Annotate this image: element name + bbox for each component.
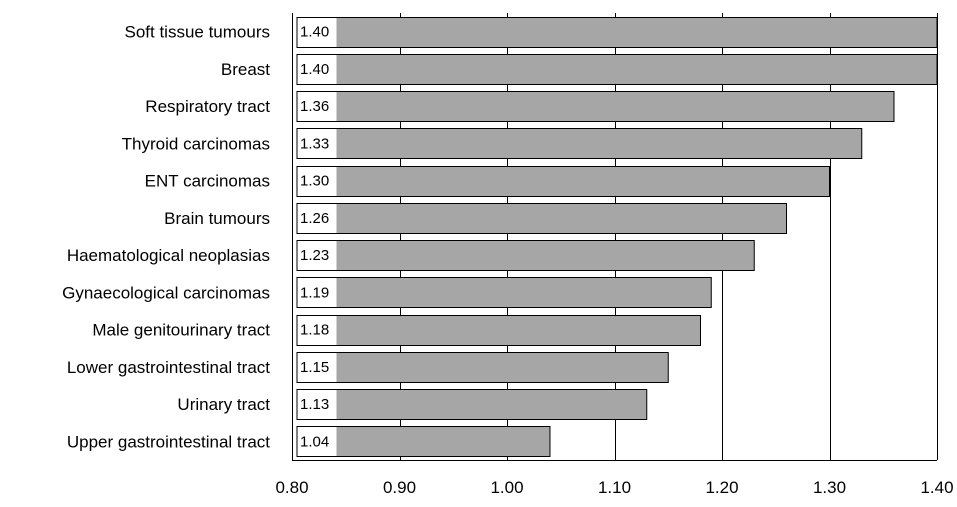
data-label: 1.40: [300, 24, 329, 41]
bar: [296, 352, 669, 383]
category-label: Respiratory tract: [145, 97, 270, 116]
category-label: Urinary tract: [177, 395, 270, 414]
data-label-box: [297, 241, 337, 270]
category-label: Upper gastrointestinal tract: [67, 432, 270, 451]
x-tick-label: 1.20: [705, 478, 738, 497]
bar: [296, 166, 830, 197]
bar: [296, 128, 863, 159]
data-label: 1.04: [300, 433, 329, 450]
bar: [296, 240, 755, 271]
data-label: 1.33: [300, 135, 329, 152]
category-label: ENT carcinomas: [145, 172, 270, 191]
bar: [296, 315, 701, 346]
x-tick-label: 1.00: [490, 478, 523, 497]
bar: [296, 54, 938, 85]
x-tick-label: 1.30: [813, 478, 846, 497]
data-label: 1.26: [300, 210, 329, 227]
data-label: 1.23: [300, 247, 329, 264]
data-label: 1.19: [300, 284, 329, 301]
bar: [296, 426, 551, 457]
data-label-box: [297, 316, 337, 345]
category-label: Haematological neoplasias: [67, 246, 270, 265]
bar: [296, 17, 938, 48]
category-label: Breast: [221, 60, 270, 79]
data-label-box: [297, 353, 337, 382]
x-tick-label: 1.40: [920, 478, 953, 497]
data-label: 1.36: [300, 98, 329, 115]
data-label-box: [297, 167, 337, 196]
data-label-box: [297, 129, 337, 158]
data-label: 1.40: [300, 61, 329, 78]
bar: [296, 389, 648, 420]
data-label: 1.13: [300, 396, 329, 413]
data-label-box: [297, 204, 337, 233]
bar: [296, 203, 787, 234]
category-label: Thyroid carcinomas: [122, 134, 270, 153]
x-tick-label: 1.10: [598, 478, 631, 497]
bars: 1.40 1.40 1.36 1.33 1.30 1.26 1.23 1.19 1.18 1.15…: [296, 17, 938, 457]
data-label: 1.18: [300, 322, 329, 339]
category-labels: Soft tissue tumours Breast Respiratory tra…: [62, 23, 270, 452]
data-label-box: [297, 278, 337, 307]
data-label-box: [297, 427, 337, 456]
data-label-box: [297, 55, 337, 84]
bar: [296, 91, 895, 122]
data-label-box: [297, 390, 337, 419]
category-label: Brain tumours: [164, 209, 270, 228]
data-label-box: [297, 92, 337, 121]
data-label-box: [297, 18, 337, 47]
x-tick-label: 0.80: [275, 478, 308, 497]
data-label: 1.15: [300, 359, 329, 376]
data-label: 1.30: [300, 173, 329, 190]
category-label: Male genitourinary tract: [92, 321, 270, 340]
category-label: Lower gastrointestinal tract: [67, 358, 270, 377]
x-tick-label: 0.90: [383, 478, 416, 497]
gridlines: [292, 13, 938, 460]
category-label: Soft tissue tumours: [124, 23, 270, 42]
x-tick-labels: 0.80 0.90 1.00 1.10 1.20 1.30 1.40: [275, 478, 953, 497]
category-label: Gynaecological carcinomas: [62, 283, 270, 302]
bar: [296, 277, 712, 308]
